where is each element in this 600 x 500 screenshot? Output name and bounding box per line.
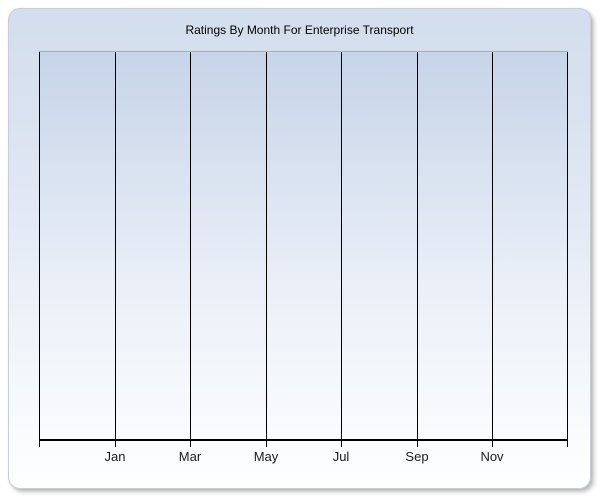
x-tick-label: May <box>253 449 279 464</box>
chart-panel: Ratings By Month For Enterprise Transpor… <box>8 8 591 489</box>
gridline <box>492 52 493 447</box>
gridline <box>341 52 342 447</box>
x-tick-label: Nov <box>480 449 504 464</box>
gridline <box>266 52 267 447</box>
plot-top-border <box>39 51 568 52</box>
gridline <box>39 52 40 447</box>
x-labels-row: Jan Mar May Jul Sep Nov <box>39 449 568 465</box>
gridline <box>417 52 418 447</box>
x-tick-label: Jul <box>332 449 350 464</box>
plot-area <box>39 51 568 447</box>
gridline <box>190 52 191 447</box>
x-tick-label: Sep <box>405 449 429 464</box>
chart-title: Ratings By Month For Enterprise Transpor… <box>185 23 414 37</box>
x-axis-line <box>39 439 568 441</box>
x-tick-label: Mar <box>178 449 202 464</box>
gridline <box>115 52 116 447</box>
gridline <box>567 52 568 447</box>
x-tick-label: Jan <box>104 449 126 464</box>
